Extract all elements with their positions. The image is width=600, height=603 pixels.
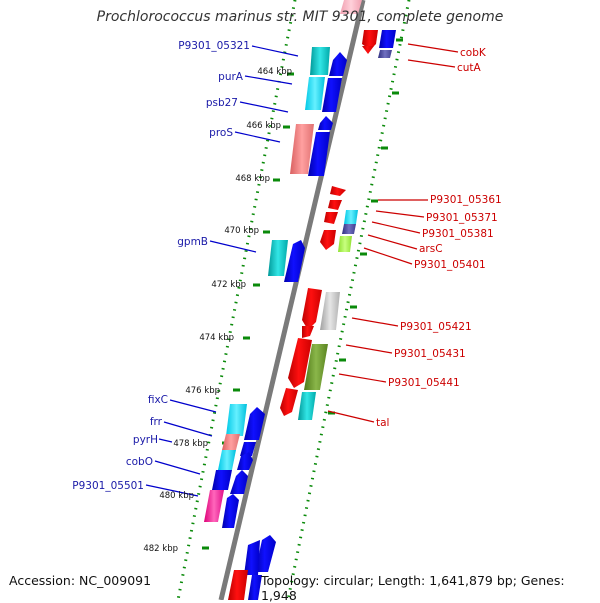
gene-482a <box>255 535 276 572</box>
gene-label-right[interactable]: P9301_05441 <box>388 377 460 389</box>
gene-label-left[interactable]: P9301_05501 <box>72 480 144 492</box>
gene-label-right[interactable]: cutA <box>457 62 482 74</box>
gene-label-left[interactable]: pyrH <box>133 434 158 446</box>
gene-gpmB-arrow <box>284 240 305 282</box>
gene-fixC <box>226 404 247 436</box>
gene-label-left[interactable]: frr <box>150 416 163 428</box>
gene-cutA-navy <box>378 50 392 58</box>
gene-proS-arrow <box>318 116 333 130</box>
kbp-label: 470 kbp <box>224 226 259 236</box>
gene-label-left[interactable]: P9301_05321 <box>178 40 250 52</box>
gene-tal <box>298 392 316 420</box>
kbp-label: 464 kbp <box>257 67 292 77</box>
gene-bottom-red <box>228 570 248 600</box>
left-leader-lines <box>145 45 299 497</box>
gene-proS <box>290 124 314 174</box>
gene-label-right[interactable]: P9301_05361 <box>430 194 502 206</box>
gene-label-left[interactable]: fixC <box>148 394 168 406</box>
kbp-label: 468 kbp <box>235 174 270 184</box>
gene-P9301_05381 <box>344 210 358 224</box>
gene-label-right[interactable]: P9301_05421 <box>400 321 472 333</box>
genome-backbone <box>218 0 366 600</box>
gene-P9301_05361 <box>330 186 346 196</box>
gene-pyrH <box>218 450 236 470</box>
gene-cobO <box>212 470 232 490</box>
gene-P9301_05321-arrow <box>329 52 347 76</box>
gene-P9301_05431 <box>304 344 328 390</box>
gene-P9301_05321 <box>310 47 330 75</box>
gene-pyrH-blue <box>240 442 256 456</box>
gene-cutA <box>379 30 396 48</box>
ring-ticks <box>202 38 403 550</box>
topology-text: Topology: circular; Length: 1,641,879 bp… <box>261 573 565 603</box>
gene-label-right[interactable]: tal <box>376 417 389 429</box>
gene-P9301_05421 <box>320 292 340 330</box>
gene-fixC-arrow <box>244 407 265 440</box>
gene-cobK-small <box>362 46 374 54</box>
gene-label-right[interactable]: P9301_05401 <box>414 259 486 271</box>
gene-P9301_05371 <box>328 200 342 210</box>
kbp-label: 472 kbp <box>211 280 246 290</box>
accession-text: Accession: NC_009091 <box>9 573 152 588</box>
kbp-label: 476 kbp <box>185 386 220 396</box>
kbp-label: 478 kbp <box>173 439 208 449</box>
kbp-label: 482 kbp <box>143 544 178 554</box>
kbp-label: 466 kbp <box>246 121 281 131</box>
gene-label-left[interactable]: purA <box>218 71 244 83</box>
right-leader-lines <box>327 43 459 423</box>
gene-label-right[interactable]: P9301_05381 <box>422 228 494 240</box>
gene-frr <box>222 434 240 450</box>
gene-cobO-arrow <box>237 452 253 470</box>
gene-top-pink <box>340 0 362 14</box>
gene-P9301_05431-red <box>302 326 314 338</box>
gene-cobK <box>362 30 378 50</box>
kbp-label: 474 kbp <box>199 333 234 343</box>
gene-P9301_05401 <box>338 236 352 252</box>
gene-label-right[interactable]: arsC <box>419 243 443 255</box>
gene-label-right[interactable]: cobK <box>460 47 487 59</box>
gene-label-right[interactable]: P9301_05371 <box>426 212 498 224</box>
outer-ring-dotted <box>286 0 411 600</box>
gene-gpmB <box>268 240 288 276</box>
gene-cobO-2 <box>230 470 248 494</box>
gene-purA-blue <box>322 78 342 112</box>
gene-arsC-red <box>320 230 336 250</box>
gene-arsC <box>342 224 356 234</box>
gene-bottom-blue <box>248 575 262 600</box>
gene-482b <box>244 540 260 575</box>
forward-strand-genes <box>204 47 347 575</box>
gene-proS-blue <box>308 132 330 176</box>
gene-label-left[interactable]: gpmB <box>177 236 208 248</box>
gene-P9301_05421-red <box>302 288 322 330</box>
gene-P9301_05501 <box>204 490 224 522</box>
kbp-label: 480 kbp <box>159 491 194 501</box>
gene-P9301_05501-arrow <box>222 494 239 528</box>
reverse-strand-genes <box>228 0 396 600</box>
gene-label-left[interactable]: proS <box>209 127 233 139</box>
gene-label-right[interactable]: P9301_05431 <box>394 348 466 360</box>
gene-purA <box>305 77 325 110</box>
gene-tal-red <box>280 388 298 416</box>
gene-P9301_05381-red <box>324 212 338 224</box>
gene-P9301_05441-red <box>288 338 312 388</box>
gene-label-left[interactable]: cobO <box>126 456 153 468</box>
gene-label-left[interactable]: psb27 <box>206 97 238 109</box>
map-title: Prochlorococcus marinus str. MIT 9301, c… <box>96 9 504 25</box>
